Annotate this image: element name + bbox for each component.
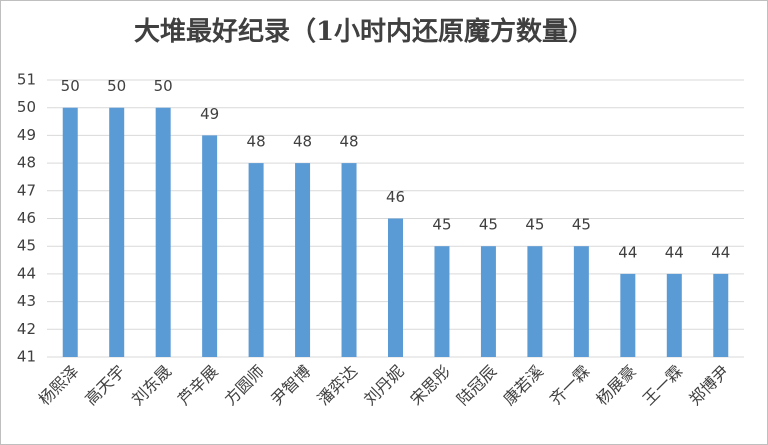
data-label: 44 [711, 243, 730, 261]
bar [109, 107, 125, 357]
data-label: 45 [572, 216, 591, 234]
y-tick-label: 41 [17, 348, 36, 366]
y-tick-label: 46 [17, 209, 36, 227]
y-tick-label: 45 [17, 237, 36, 255]
bar [527, 246, 543, 357]
bar [573, 246, 589, 357]
data-label: 45 [525, 216, 544, 234]
y-tick-label: 47 [17, 181, 36, 199]
bar [620, 273, 636, 357]
data-label: 44 [618, 243, 637, 261]
data-label: 50 [61, 77, 80, 95]
data-label: 50 [107, 77, 126, 95]
y-tick-label: 42 [17, 320, 36, 338]
y-tick-label: 43 [17, 292, 36, 310]
data-label: 50 [154, 77, 173, 95]
chart-title: 大堆最好纪录（1小时内还原魔方数量） [134, 16, 594, 47]
bar [713, 273, 729, 357]
data-label: 46 [386, 188, 405, 206]
bar [480, 246, 496, 357]
y-tick-label: 51 [17, 71, 36, 89]
data-label: 48 [339, 133, 358, 151]
data-label: 44 [665, 243, 684, 261]
bar [434, 246, 450, 357]
data-label: 45 [432, 216, 451, 234]
bar [666, 273, 682, 357]
data-label: 48 [247, 133, 266, 151]
bar [341, 163, 357, 357]
data-label: 49 [200, 105, 219, 123]
y-tick-label: 50 [17, 98, 36, 116]
y-tick-label: 48 [17, 154, 36, 172]
y-tick-label: 49 [17, 126, 36, 144]
bar [388, 218, 403, 357]
data-label: 48 [293, 133, 312, 151]
bar [248, 163, 264, 357]
bar [202, 135, 218, 357]
bar [62, 107, 78, 357]
bar [155, 107, 171, 357]
y-tick-label: 44 [17, 264, 36, 282]
data-label: 45 [479, 216, 498, 234]
bar [295, 163, 311, 357]
